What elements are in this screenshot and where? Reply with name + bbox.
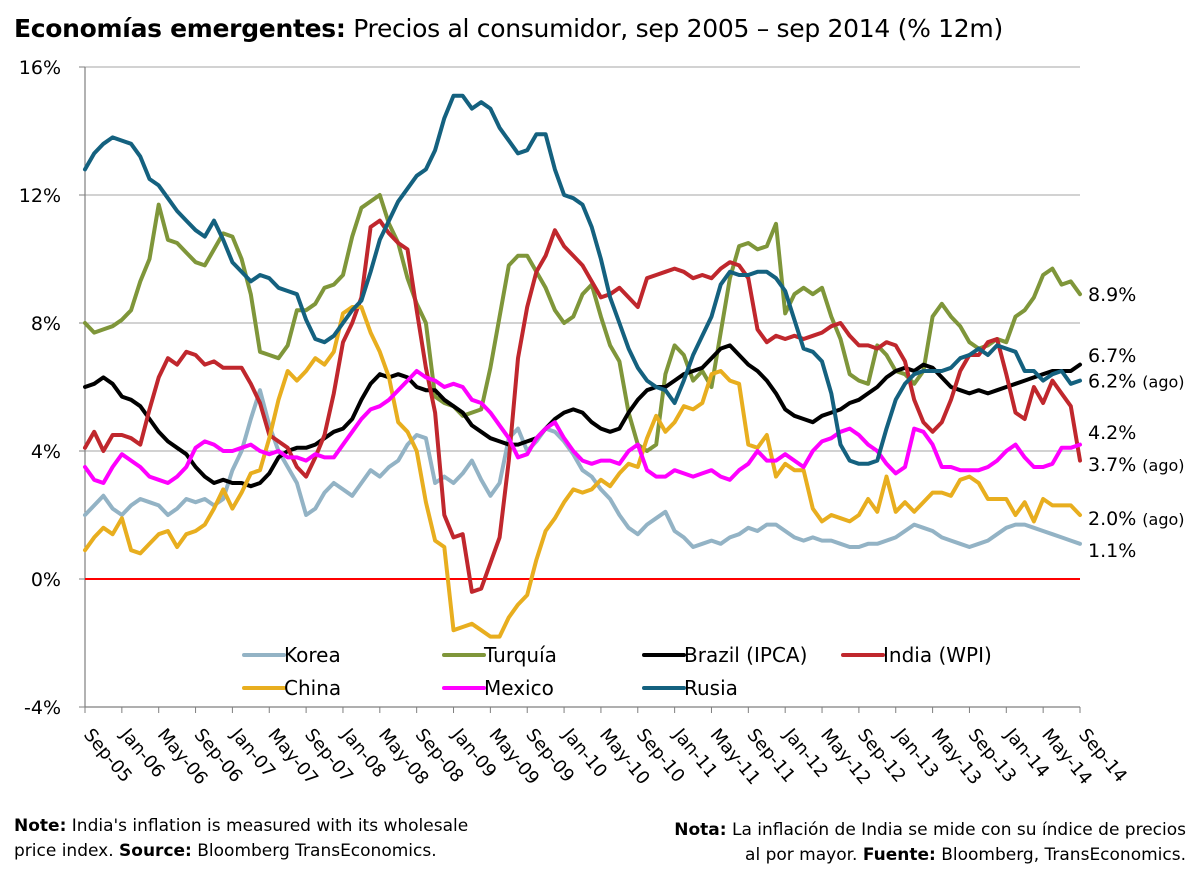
end-label: 4.2% [1088,422,1136,444]
note-right-line1: La inflación de India se mide con su índ… [726,820,1186,840]
series-line-china [83,305,1082,639]
gridlines [85,66,1080,708]
series-line-mexico [83,369,1082,485]
note-right-bold2: Fuente: [862,845,936,865]
series-line-india-wpi [83,218,1082,594]
end-label-value: 3.7% [1088,454,1136,476]
y-tick-label: 4% [31,441,61,463]
legend-label-india-wpi: India (WPI) [883,643,992,667]
note-left-line2: price index. [14,841,120,861]
end-label: 6.2% (ago) [1088,371,1185,393]
end-label: 3.7% (ago) [1088,454,1185,476]
note-left-bold: Note: [14,816,67,836]
note-left-line1: India's inflation is measured with its w… [66,816,469,836]
y-tick-label: 0% [31,569,61,591]
legend-label-brazil-ipca: Brazil (IPCA) [684,643,807,667]
series-line-korea [83,388,1082,549]
y-tick-label: 12% [19,185,61,207]
note-right: Nota: La inflación de India se mide con … [674,818,1186,868]
x-axis-ticks: Sep-05Jan-06May-06Sep-06Jan-07May-07Sep-… [79,707,1131,789]
note-right-line2-end: Bloomberg, TransEconomics. [935,845,1186,865]
chart-title: Economías emergentes: Precios al consumi… [14,14,1003,43]
end-label: 8.9% [1088,284,1136,306]
chart-title-bold: Economías emergentes: [14,14,346,43]
end-label: 2.0% (ago) [1088,508,1185,530]
legend-label-china: China [284,676,341,700]
end-label-value: 8.9% [1088,284,1136,306]
end-label-suffix: (ago) [1142,510,1184,529]
end-label-suffix: (ago) [1142,373,1184,392]
end-label-value: 2.0% [1088,508,1136,530]
legend-label-turqu-a: Turquía [483,643,557,667]
end-label-value: 6.7% [1088,345,1136,367]
note-right-line2: al por mayor. [745,845,863,865]
y-axis-ticks: -4% 0% 4% 8% 12% 16% [19,57,61,719]
note-left: Note: India's inflation is measured with… [14,814,468,864]
series-lines [83,93,1082,639]
end-label: 1.1% [1088,540,1136,562]
series-line-turqu-a [83,193,1082,453]
axes [79,66,1080,708]
note-left-line2-end: Bloomberg TransEconomics. [191,841,437,861]
end-label-value: 4.2% [1088,422,1136,444]
y-tick-label: 16% [19,57,61,79]
series-line-rusia [83,93,1082,466]
series-line-brazil-ipca [83,343,1082,489]
end-value-labels: 8.9% 6.7% 6.2% (ago) 4.2% 3.7% (ago) 2.0% (ago) 1… [1088,284,1185,562]
note-right-bold: Nota: [674,820,727,840]
chart-title-rest: Precios al consumidor, sep 2005 – sep 20… [345,14,1003,43]
note-left-bold2: Source: [119,841,192,861]
end-label-value: 6.2% [1088,371,1136,393]
legend-label-mexico: Mexico [484,676,554,700]
end-label-value: 1.1% [1088,540,1136,562]
legend-label-korea: Korea [284,643,341,667]
legend: Korea Turquía Brazil (IPCA) India (WPI) Chin… [242,643,992,700]
end-label-suffix: (ago) [1142,456,1184,475]
legend-label-rusia: Rusia [684,676,738,700]
end-label: 6.7% [1088,345,1136,367]
y-tick-label: 8% [31,313,61,335]
y-tick-label: -4% [24,697,61,719]
